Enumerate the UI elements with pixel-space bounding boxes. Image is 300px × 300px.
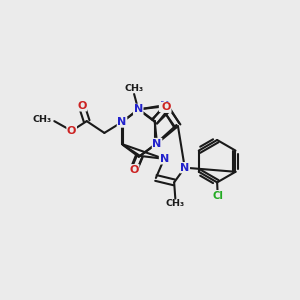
Text: N: N — [117, 117, 127, 127]
Text: N: N — [160, 154, 169, 164]
Text: N: N — [134, 104, 143, 114]
Text: O: O — [129, 165, 139, 175]
Text: N: N — [152, 139, 162, 148]
Text: CH₃: CH₃ — [166, 200, 185, 208]
Text: N: N — [160, 101, 169, 111]
Text: O: O — [161, 102, 171, 112]
Text: O: O — [77, 101, 86, 111]
Text: Cl: Cl — [212, 190, 223, 201]
Text: O: O — [67, 126, 76, 136]
Text: CH₃: CH₃ — [33, 115, 52, 124]
Text: N: N — [180, 163, 189, 173]
Text: CH₃: CH₃ — [124, 84, 144, 93]
